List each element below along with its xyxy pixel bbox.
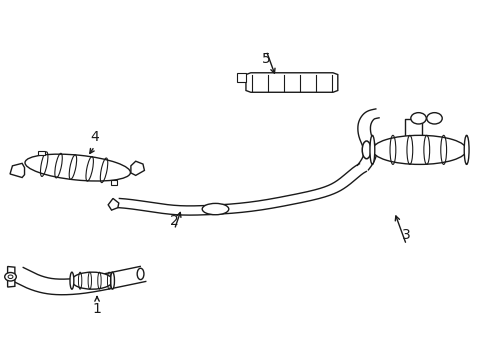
Circle shape <box>426 113 441 124</box>
Ellipse shape <box>25 154 130 181</box>
Polygon shape <box>237 73 245 82</box>
Ellipse shape <box>202 203 228 215</box>
Circle shape <box>5 273 16 281</box>
Text: 2: 2 <box>170 214 179 228</box>
Ellipse shape <box>70 272 74 289</box>
Text: 3: 3 <box>401 228 410 242</box>
Polygon shape <box>110 180 117 185</box>
Ellipse shape <box>110 272 114 289</box>
Polygon shape <box>131 161 144 175</box>
Ellipse shape <box>72 272 113 289</box>
Ellipse shape <box>362 141 370 159</box>
Ellipse shape <box>371 135 466 165</box>
Circle shape <box>410 113 426 124</box>
Polygon shape <box>10 163 24 177</box>
Text: 1: 1 <box>92 302 102 316</box>
Polygon shape <box>108 198 119 210</box>
Polygon shape <box>245 73 337 92</box>
Ellipse shape <box>137 268 143 280</box>
Ellipse shape <box>463 135 468 165</box>
Ellipse shape <box>369 135 374 165</box>
Polygon shape <box>8 266 15 287</box>
Text: 4: 4 <box>90 130 99 144</box>
Polygon shape <box>38 150 45 155</box>
Text: 5: 5 <box>262 53 270 67</box>
